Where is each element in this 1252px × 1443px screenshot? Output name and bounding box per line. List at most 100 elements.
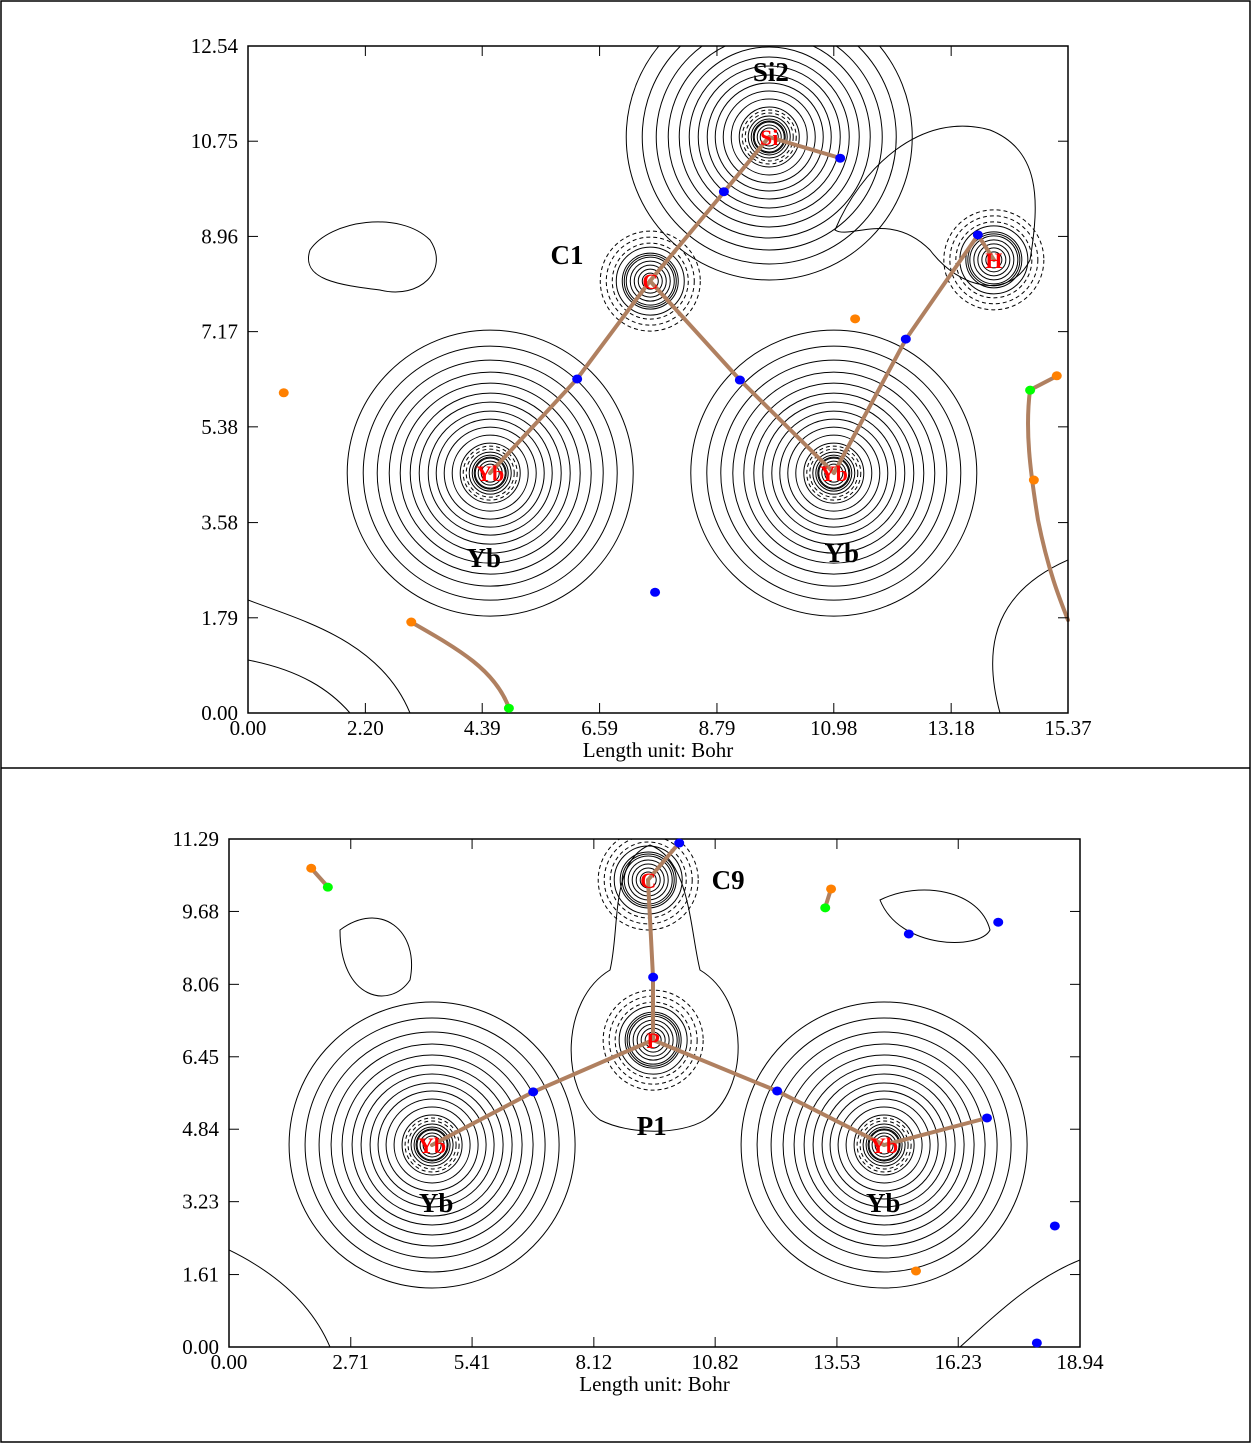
- contour: [468, 451, 512, 495]
- contour: [981, 247, 1007, 273]
- y-tick-label: 1.79: [201, 606, 238, 630]
- annotation: Yb: [467, 543, 502, 573]
- critical-point: [820, 903, 831, 913]
- plot-frame: [228, 838, 1081, 1348]
- contour: [369, 1082, 495, 1208]
- bond-path: [409, 620, 511, 710]
- contour: [759, 127, 779, 147]
- contour: [625, 256, 675, 306]
- contour: [611, 242, 689, 320]
- annotation: P1: [637, 1111, 667, 1141]
- contour: [641, 272, 659, 290]
- contour: [744, 112, 794, 162]
- contour: [985, 251, 1003, 269]
- x-tick-label: 13.18: [928, 716, 975, 740]
- critical-point: [972, 230, 983, 240]
- contour: [747, 115, 791, 159]
- contour: [697, 65, 841, 209]
- x-tick-label: 10.98: [810, 716, 857, 740]
- x-tick-label: 10.82: [692, 1350, 739, 1374]
- contour: [451, 434, 529, 512]
- contour: [362, 345, 618, 601]
- contour: [743, 382, 925, 564]
- contour: [473, 456, 507, 490]
- x-axis-label: Length unit: Bohr: [579, 1372, 730, 1396]
- contour: [404, 1117, 460, 1173]
- contour: [413, 1126, 451, 1164]
- contour: [351, 1064, 513, 1226]
- critical-point: [1031, 1338, 1042, 1348]
- contour: [655, 46, 883, 251]
- contour: [949, 215, 1039, 305]
- bond-path: [648, 135, 771, 283]
- contour: [879, 889, 991, 943]
- contour: [621, 252, 679, 310]
- contour: [959, 1259, 1080, 1347]
- y-tick-label: 6.45: [182, 1045, 219, 1069]
- contour: [809, 448, 859, 498]
- contour: [967, 233, 1021, 287]
- contour: [474, 457, 506, 489]
- annotation: Yb: [825, 538, 860, 568]
- contour: [756, 124, 782, 150]
- critical-point: [674, 838, 685, 848]
- contour: [943, 209, 1045, 311]
- y-tick-label: 7.17: [201, 320, 238, 344]
- contour: [615, 246, 685, 316]
- critical-point: [650, 587, 661, 597]
- x-tick-label: 5.41: [454, 1350, 491, 1374]
- x-tick-label: 6.59: [581, 716, 618, 740]
- y-tick-label: 0.00: [182, 1335, 219, 1359]
- contour: [330, 1043, 534, 1247]
- contour: [812, 1073, 956, 1217]
- contour: [829, 1090, 939, 1200]
- contour: [738, 106, 800, 168]
- atom-label: C: [640, 868, 656, 893]
- contour: [401, 1114, 463, 1176]
- contour: [388, 371, 592, 575]
- annotation: C9: [712, 865, 745, 895]
- contour: [955, 221, 1033, 299]
- contour: [288, 1001, 576, 1289]
- critical-point: [503, 703, 514, 713]
- annotation: Yb: [419, 1188, 454, 1218]
- critical-point: [648, 972, 659, 982]
- contour: [824, 463, 844, 483]
- critical-point: [572, 374, 583, 384]
- critical-point: [911, 1266, 922, 1276]
- critical-point: [322, 882, 333, 892]
- y-tick-label: 3.23: [182, 1190, 219, 1214]
- contour: [399, 382, 581, 564]
- contour: [803, 1064, 965, 1226]
- contour: [459, 442, 521, 504]
- atom-label: H: [985, 248, 1002, 273]
- atom-label: Yb: [870, 1133, 898, 1158]
- contour: [623, 254, 677, 308]
- atom-label: Yb: [418, 1133, 446, 1158]
- x-tick-label: 2.71: [332, 1350, 369, 1374]
- contour: [806, 445, 862, 501]
- contour: [599, 230, 701, 332]
- critical-point: [772, 1086, 783, 1096]
- contour: [360, 1073, 504, 1217]
- contour: [856, 1117, 912, 1173]
- contour: [793, 1054, 975, 1236]
- x-tick-label: 16.23: [935, 1350, 982, 1374]
- contour: [770, 1031, 998, 1259]
- x-tick-label: 0.00: [230, 716, 267, 740]
- contour: [570, 844, 739, 1132]
- plot-frame: [247, 45, 1069, 714]
- contour: [706, 74, 832, 200]
- contour: [339, 917, 412, 997]
- contour: [409, 392, 571, 554]
- critical-point: [1025, 385, 1036, 395]
- contour: [817, 456, 851, 490]
- contour: [427, 410, 553, 536]
- contour: [419, 1132, 445, 1158]
- contour: [812, 451, 856, 495]
- critical-point: [903, 929, 914, 939]
- annotation: C1: [551, 240, 584, 270]
